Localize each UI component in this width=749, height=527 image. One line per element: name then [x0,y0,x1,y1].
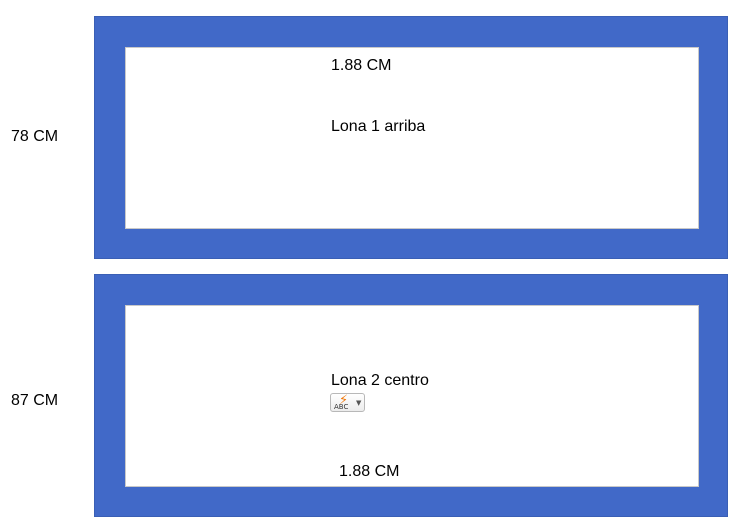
top-panel-height-label: 78 CM [11,128,59,145]
lightning-bolt-icon: ⚡ [339,392,349,408]
top-banner-inner-area: 1.88 CM Lona 1 arriba [125,47,699,229]
bottom-panel-width-label: 1.88 CM [339,463,400,480]
bottom-panel-height-label: 87 CM [11,392,59,409]
bottom-panel-title: Lona 2 centro [331,372,429,389]
dropdown-caret-icon: ▼ [356,398,362,407]
bottom-banner-frame: Lona 2 centro ABC ⚡ ▼ 1.88 CM [94,274,728,517]
top-panel-title: Lona 1 arriba [331,118,426,135]
bottom-banner-inner-area: Lona 2 centro ABC ⚡ ▼ 1.88 CM [125,305,699,487]
top-banner-frame: 1.88 CM Lona 1 arriba [94,16,728,259]
autocorrect-options-button[interactable]: ABC ⚡ ▼ [330,393,365,412]
top-panel-width-label: 1.88 CM [331,57,392,74]
autocorrect-abc-lightning-icon: ABC ⚡ [333,392,353,411]
autocorrect-abc-text: ABC [334,402,349,411]
